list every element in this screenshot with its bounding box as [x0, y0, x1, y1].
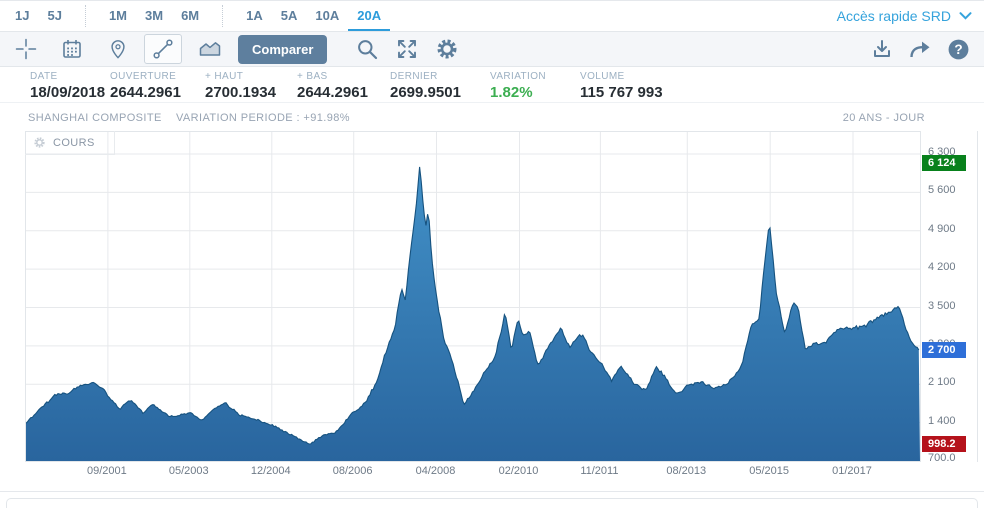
timeframe-label: 20 ANS - JOUR [842, 112, 925, 124]
quote-field-haut: + HAUT 2700.1934 [205, 71, 297, 102]
period-tabs: 1J 5J 1M 3M 6M 1A 5A 10A 20A [6, 1, 391, 31]
axis-gutter-line [977, 131, 978, 462]
chevron-down-icon [959, 12, 972, 20]
quote-field-bas: + BAS 2644.2961 [297, 71, 390, 102]
quote-field-value: 2644.2961 [110, 84, 181, 101]
fullscreen-button[interactable] [395, 37, 419, 61]
quick-access-dropdown[interactable]: Accès rapide SRD [837, 1, 984, 31]
toolbar-right-group: ? [870, 37, 970, 61]
marker-tool-button[interactable] [106, 37, 130, 61]
low-price-badge: 998.2 [922, 435, 966, 452]
expand-arrows-icon [398, 40, 417, 58]
quote-field-date: DATE 18/09/2018 [30, 71, 110, 102]
x-axis-tick-label: 08/2013 [666, 465, 707, 477]
chart-header: SHANGHAI COMPOSITE VARIATION PERIODE : +… [0, 108, 984, 128]
quick-access-label: Accès rapide SRD [836, 8, 951, 24]
instrument-title: SHANGHAI COMPOSITE [28, 112, 162, 124]
price-line [26, 166, 920, 445]
trendline-tool-button-selected[interactable] [144, 34, 182, 64]
series-legend: COURS [25, 131, 115, 155]
quote-field-value: 2700.1934 [205, 84, 276, 101]
area-style-tool-button[interactable] [198, 37, 222, 61]
period-tab-1a[interactable]: 1A [246, 7, 263, 23]
high-price-badge: 6 124 [922, 154, 966, 171]
y-axis-tick-label: 2 100 [928, 376, 956, 389]
x-axis-tick-label: 02/2010 [498, 465, 539, 477]
quote-field-ouverture: OUVERTURE 2644.2961 [110, 71, 205, 102]
x-axis-tick-label: 11/2011 [580, 465, 619, 477]
quote-field-label: DERNIER [390, 71, 438, 82]
x-axis-tick-label: 09/2001 [86, 465, 127, 477]
last-price-badge: 2 700 [922, 342, 966, 359]
x-axis-tick-label: 12/2004 [250, 465, 291, 477]
price-area-fill [26, 166, 920, 461]
section-divider [0, 491, 984, 492]
next-panel-edge [6, 498, 978, 508]
price-chart-plot-area[interactable] [25, 131, 921, 462]
quote-field-variation: VARIATION 1.82% [490, 71, 580, 102]
period-tab-10a[interactable]: 10A [315, 7, 340, 23]
period-tab-1m[interactable]: 1M [108, 7, 127, 23]
quote-field-label: + HAUT [205, 71, 244, 82]
tab-group-separator [222, 5, 224, 27]
zoom-tool-button[interactable] [355, 37, 379, 61]
compare-button[interactable]: Comparer [238, 34, 328, 64]
x-axis-tick-label: 05/2015 [749, 465, 790, 477]
period-variation-label: VARIATION PERIODE : +91.98% [176, 112, 350, 124]
quote-field-volume: VOLUME 115 767 993 [580, 71, 700, 102]
area-chart-icon [199, 42, 221, 56]
y-axis-tick-label: 5 600 [928, 184, 956, 197]
quote-field-label: OUVERTURE [110, 71, 177, 82]
period-tab-20a[interactable]: 20A [348, 1, 391, 31]
svg-text:?: ? [954, 42, 962, 57]
y-axis-tick-label: 3 500 [928, 299, 956, 312]
period-tab-3m[interactable]: 3M [145, 7, 164, 23]
crosshair-tool-button[interactable] [14, 37, 38, 61]
calendar-tool-button[interactable] [60, 37, 84, 61]
crosshair-icon [15, 38, 37, 60]
tab-group-separator [84, 5, 86, 27]
quote-field-label: DATE [30, 71, 58, 82]
map-pin-icon [111, 40, 125, 59]
y-axis-tick-label: 4 900 [928, 222, 956, 235]
question-mark-icon: ? [948, 39, 968, 59]
quote-field-value: 2644.2961 [297, 84, 368, 101]
download-button[interactable] [870, 37, 894, 61]
period-tab-6m[interactable]: 6M [181, 7, 200, 23]
quote-field-label: + BAS [297, 71, 328, 82]
settings-button[interactable] [435, 37, 459, 61]
quote-field-value: 1.82% [490, 84, 533, 101]
download-icon [874, 40, 890, 57]
calendar-icon [63, 40, 81, 58]
share-button[interactable] [908, 37, 932, 61]
quote-field-value: 18/09/2018 [30, 84, 106, 101]
x-axis-tick-label: 01/2017 [832, 465, 872, 477]
series-settings-gear-icon[interactable] [33, 136, 46, 149]
quote-field-value: 115 767 993 [580, 84, 663, 101]
x-axis-tick-label: 08/2006 [332, 465, 373, 477]
quote-field-label: VARIATION [490, 71, 547, 82]
search-icon [358, 40, 378, 60]
chart-toolbar: Comparer [0, 32, 984, 67]
series-label: COURS [53, 136, 95, 149]
quote-field-value: 2699.9501 [390, 84, 461, 101]
period-tab-5j[interactable]: 5J [47, 7, 62, 23]
quote-field-label: VOLUME [580, 71, 625, 82]
price-area-chart[interactable] [26, 132, 920, 461]
gear-icon [437, 39, 457, 59]
share-arrow-icon [910, 41, 930, 58]
y-axis-bottom-label: 700.0 [928, 452, 956, 464]
period-tab-1j[interactable]: 1J [15, 7, 30, 23]
help-button[interactable]: ? [946, 37, 970, 61]
period-tab-5a[interactable]: 5A [280, 7, 298, 23]
period-tab-bar: 1J 5J 1M 3M 6M 1A 5A 10A 20A Accès rapide SRD [0, 1, 984, 32]
x-axis-tick-label: 04/2008 [415, 465, 456, 477]
quote-field-dernier: DERNIER 2699.9501 [390, 71, 490, 102]
trendline-icon [153, 39, 173, 59]
y-axis-tick-label: 4 200 [928, 261, 956, 274]
x-axis-tick-label: 05/2003 [168, 465, 209, 477]
y-axis-tick-label: 1 400 [928, 414, 956, 427]
quote-strip: DATE 18/09/2018 OUVERTURE 2644.2961 + HAUT 27… [0, 67, 984, 103]
